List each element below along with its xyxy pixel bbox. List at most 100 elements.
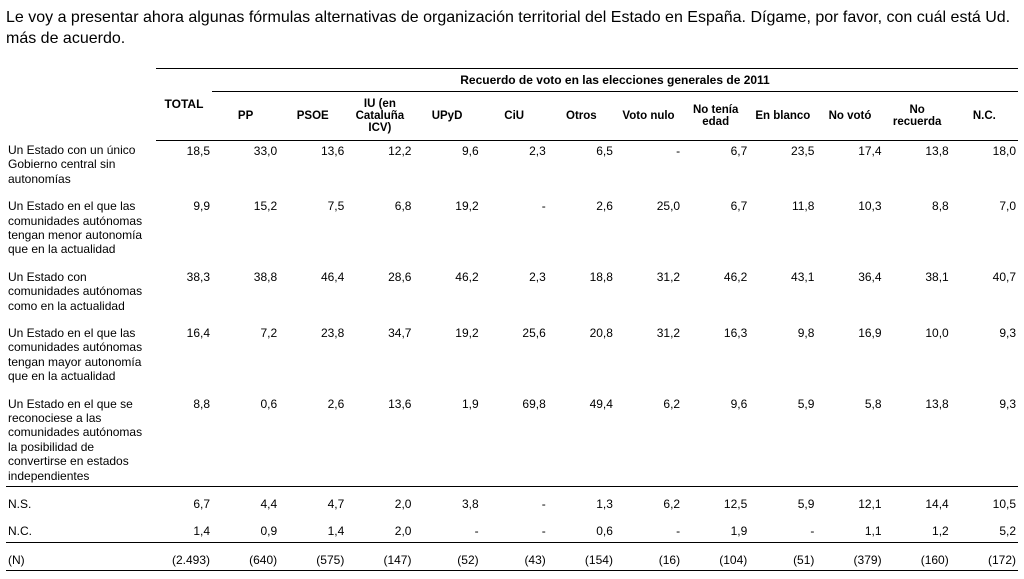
cell-value: 4,7 — [279, 486, 346, 514]
row-label: Un Estado con comunidades autónomas como… — [6, 260, 156, 316]
cell-value: 46,2 — [682, 260, 749, 316]
cell-value: 9,8 — [749, 316, 816, 387]
cell-value: (51) — [749, 542, 816, 570]
cell-value: 69,8 — [481, 387, 548, 487]
cell-value: (147) — [346, 542, 413, 570]
cell-value: - — [413, 514, 480, 542]
cell-value: - — [615, 140, 682, 189]
col-header: PSOE — [279, 91, 346, 140]
cell-value: 23,5 — [749, 140, 816, 189]
cell-value: 14,4 — [884, 486, 951, 514]
cell-value: 16,3 — [682, 316, 749, 387]
col-header: N.C. — [951, 91, 1018, 140]
cell-value: 7,2 — [212, 316, 279, 387]
cell-value: 2,0 — [346, 514, 413, 542]
cell-total: (2.493) — [156, 542, 212, 570]
group-header: Recuerdo de voto en las elecciones gener… — [212, 68, 1018, 91]
cell-value: 19,2 — [413, 316, 480, 387]
cell-value: 2,3 — [481, 140, 548, 189]
cell-value: 18,8 — [548, 260, 615, 316]
cell-value: 13,6 — [346, 387, 413, 487]
col-header: UPyD — [413, 91, 480, 140]
cell-total: 38,3 — [156, 260, 212, 316]
cell-value: 8,8 — [884, 189, 951, 260]
cell-value: 12,5 — [682, 486, 749, 514]
cell-value: 13,8 — [884, 387, 951, 487]
cell-value: 1,3 — [548, 486, 615, 514]
cell-value: 43,1 — [749, 260, 816, 316]
col-header: Voto nulo — [615, 91, 682, 140]
table-row: Un Estado en el que se reconociese a las… — [6, 387, 1018, 487]
cell-value: 12,2 — [346, 140, 413, 189]
cell-value: - — [749, 514, 816, 542]
cell-value: (379) — [816, 542, 883, 570]
cell-value: 5,8 — [816, 387, 883, 487]
col-total: TOTAL — [156, 68, 212, 140]
row-label: Un Estado con un único Gobierno central … — [6, 140, 156, 189]
cell-value: 4,4 — [212, 486, 279, 514]
cell-value: 5,2 — [951, 514, 1018, 542]
cell-value: (640) — [212, 542, 279, 570]
cell-value: 2,0 — [346, 486, 413, 514]
cell-value: (575) — [279, 542, 346, 570]
cell-total: 9,9 — [156, 189, 212, 260]
cell-value: - — [481, 514, 548, 542]
cell-value: 0,6 — [548, 514, 615, 542]
cell-value: 16,9 — [816, 316, 883, 387]
cell-value: 7,0 — [951, 189, 1018, 260]
cell-value: 25,0 — [615, 189, 682, 260]
table-row: Un Estado con un único Gobierno central … — [6, 140, 1018, 189]
cell-value: 34,7 — [346, 316, 413, 387]
cell-value: 1,9 — [413, 387, 480, 487]
cell-value: 20,8 — [548, 316, 615, 387]
cell-value: (104) — [682, 542, 749, 570]
cell-value: 31,2 — [615, 260, 682, 316]
cell-value: 9,6 — [413, 140, 480, 189]
cell-total: 18,5 — [156, 140, 212, 189]
blank-corner-2 — [6, 91, 156, 140]
cell-value: (160) — [884, 542, 951, 570]
cell-value: 2,6 — [548, 189, 615, 260]
table-row: N.C.1,40,91,42,0--0,6-1,9-1,11,25,2 — [6, 514, 1018, 542]
cell-value: 36,4 — [816, 260, 883, 316]
cell-value: 18,0 — [951, 140, 1018, 189]
row-label: Un Estado en el que las comunidades autó… — [6, 189, 156, 260]
col-header: Otros — [548, 91, 615, 140]
cell-value: (16) — [615, 542, 682, 570]
cell-value: 6,7 — [682, 140, 749, 189]
cell-value: 12,1 — [816, 486, 883, 514]
table-row: (N)(2.493)(640)(575)(147)(52)(43)(154)(1… — [6, 542, 1018, 570]
cell-value: 15,2 — [212, 189, 279, 260]
cell-total: 8,8 — [156, 387, 212, 487]
cell-total: 6,7 — [156, 486, 212, 514]
row-label: N.S. — [6, 486, 156, 514]
cell-value: 1,1 — [816, 514, 883, 542]
cell-value: 28,6 — [346, 260, 413, 316]
col-header: CiU — [481, 91, 548, 140]
cell-value: 6,2 — [615, 387, 682, 487]
cell-value: 1,9 — [682, 514, 749, 542]
row-label: Un Estado en el que se reconociese a las… — [6, 387, 156, 487]
survey-question: Le voy a presentar ahora algunas fórmula… — [6, 8, 1018, 50]
cell-value: 6,7 — [682, 189, 749, 260]
cell-value: 1,2 — [884, 514, 951, 542]
cell-value: 11,8 — [749, 189, 816, 260]
col-header: No tenía edad — [682, 91, 749, 140]
row-label: N.C. — [6, 514, 156, 542]
results-table: TOTAL Recuerdo de voto en las elecciones… — [6, 68, 1018, 571]
cell-value: 6,8 — [346, 189, 413, 260]
cell-value: 5,9 — [749, 387, 816, 487]
cell-value: 9,3 — [951, 316, 1018, 387]
table-row: N.S.6,74,44,72,03,8-1,36,212,55,912,114,… — [6, 486, 1018, 514]
cell-value: 10,3 — [816, 189, 883, 260]
cell-value: 49,4 — [548, 387, 615, 487]
cell-value: 38,8 — [212, 260, 279, 316]
cell-value: 5,9 — [749, 486, 816, 514]
cell-value: (172) — [951, 542, 1018, 570]
cell-value: (52) — [413, 542, 480, 570]
cell-value: 46,4 — [279, 260, 346, 316]
cell-value: (154) — [548, 542, 615, 570]
cell-value: 38,1 — [884, 260, 951, 316]
cell-value: 9,3 — [951, 387, 1018, 487]
cell-value: - — [481, 486, 548, 514]
